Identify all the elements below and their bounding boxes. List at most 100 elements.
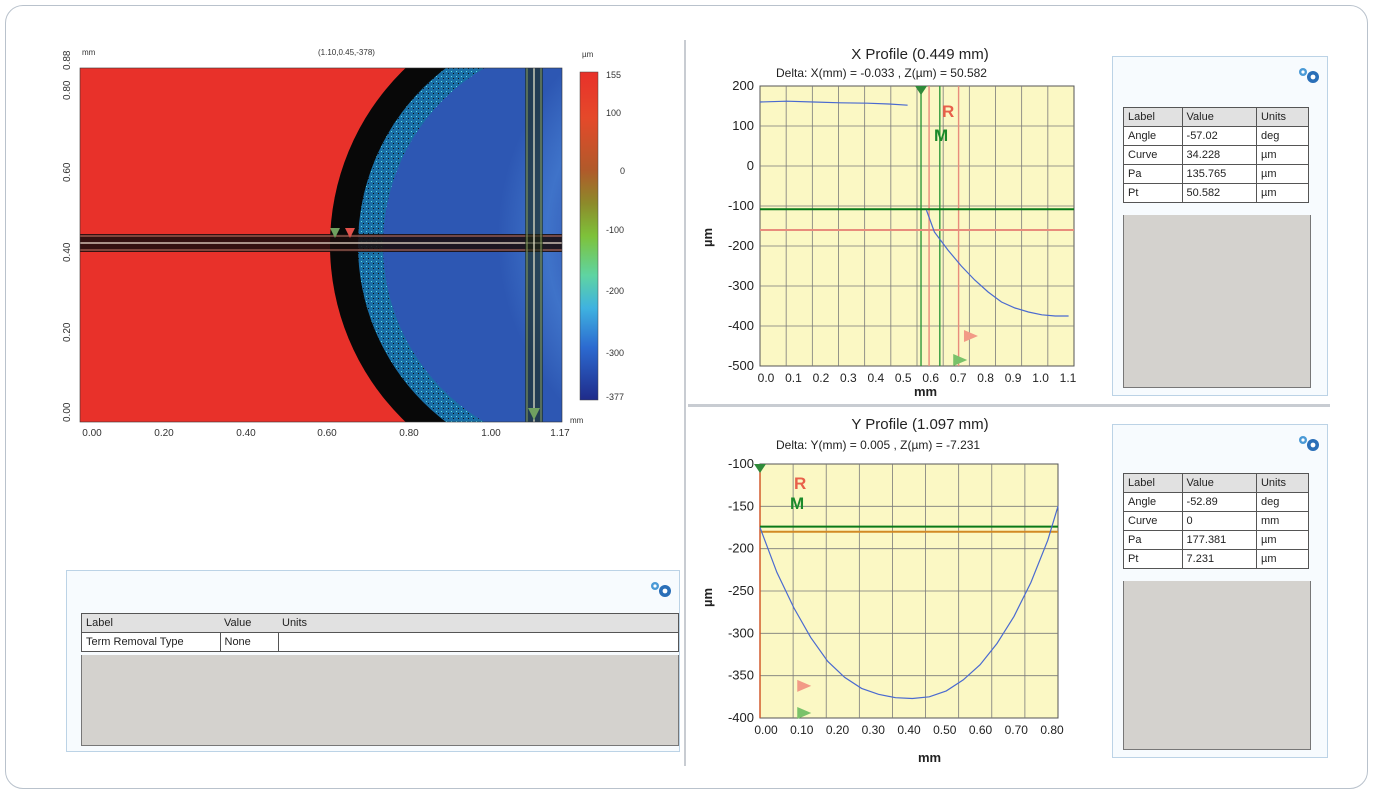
map-units-corner: mm [82, 48, 96, 57]
x-profile-xlabel: mm [914, 384, 938, 399]
header-label: Label [81, 613, 220, 633]
map-marker-bottom[interactable] [528, 408, 540, 420]
map-y-tick: 0.80 [62, 80, 73, 100]
y-tick-label: -250 [728, 583, 754, 598]
y-tick-label: -150 [728, 498, 754, 513]
cell-value: 50.582 [1181, 183, 1257, 203]
x-tick-label: 0.1 [785, 371, 802, 385]
map-marker-r[interactable] [345, 228, 355, 238]
table-row[interactable]: Pt 50.582 µm [1123, 183, 1310, 203]
y-triangle-marker-r [797, 679, 812, 692]
table-row[interactable]: Curve 34.228 µm [1123, 145, 1310, 165]
x-tick-label: 0.50 [933, 723, 957, 737]
header-value: Value [1181, 107, 1257, 127]
settings-gear-icon[interactable] [1295, 65, 1321, 85]
x-tick-label: 0.10 [790, 723, 814, 737]
y-tick-label: 200 [732, 78, 754, 93]
term-removal-table: Label Value Units Term Removal Type None [81, 613, 679, 652]
cell-label: Pt [1123, 183, 1183, 203]
y-table-empty-area [1123, 581, 1311, 750]
y-marker-m[interactable]: M [790, 494, 805, 513]
table-row[interactable]: Term Removal Type None [81, 632, 679, 652]
cell-label: Curve [1123, 145, 1183, 165]
cell-label: Angle [1123, 492, 1183, 512]
cell-units: µm [1255, 530, 1310, 550]
colorbar-tick: -200 [606, 286, 625, 296]
x-profile-plot[interactable]: 200 100 0 -100 -200 -300 -400 -500 0.0 0.1 0.2 0.3 0… [692, 70, 1112, 400]
settings-gear-icon[interactable] [647, 579, 673, 599]
colorbar-tick: -377 [606, 392, 625, 402]
x-marker-r[interactable]: R [942, 102, 955, 121]
header-units: Units [1255, 107, 1310, 127]
x-tick-label: 1.1 [1060, 371, 1077, 385]
map-marker-m[interactable] [330, 228, 340, 238]
colorbar-tick: -100 [606, 225, 625, 235]
vertical-splitter[interactable] [684, 40, 686, 766]
profile-series-line [925, 209, 1069, 317]
cell-label: Pa [1123, 164, 1183, 184]
map-border [79, 67, 563, 423]
map-x-tick: 1.00 [481, 428, 501, 439]
cell-units: µm [1255, 145, 1310, 165]
x-tick-label: 0.7 [950, 371, 967, 385]
table-row[interactable]: Angle -57.02 deg [1123, 126, 1310, 146]
map-x-tick: 0.40 [236, 428, 256, 439]
term-table-empty-area [81, 655, 679, 746]
profile-series-line [759, 506, 1059, 700]
y-marker-r[interactable]: R [794, 474, 807, 493]
y-tick-label: -400 [728, 710, 754, 725]
x-axis-unit: mm [570, 416, 584, 425]
cell-value: -57.02 [1181, 126, 1257, 146]
x-results-table: Label Value Units Angle -57.02 deg Curve 34… [1123, 107, 1310, 203]
table-row[interactable]: Pa 135.765 µm [1123, 164, 1310, 184]
cell-label: Pa [1123, 530, 1183, 550]
header-value: Value [1181, 473, 1257, 493]
map-x-tick: 0.60 [317, 428, 337, 439]
cell-units: µm [1255, 549, 1310, 569]
settings-gear-icon[interactable] [1295, 433, 1321, 453]
cell-units [277, 632, 679, 652]
y-tick-label: -400 [728, 318, 754, 333]
cell-value[interactable]: None [219, 632, 279, 652]
y-tick-label: -200 [728, 541, 754, 556]
header-label: Label [1123, 473, 1183, 493]
map-y-tick: 0.88 [62, 50, 73, 70]
horizontal-splitter[interactable] [688, 404, 1330, 407]
x-cursor-marker [915, 86, 928, 95]
y-profile-pane: Y Profile (1.097 mm) Delta: Y(mm) = 0.00… [692, 410, 1112, 766]
table-header-row: Label Value Units [1123, 107, 1310, 127]
x-tick-label: 0.40 [897, 723, 921, 737]
surface-map-pane: mm (1.10,0.45,-378) µm mm 155 100 0 -100… [40, 40, 680, 460]
x-tick-label: 0.4 [867, 371, 884, 385]
cell-value: 0 [1181, 511, 1257, 531]
y-tick-label: 0 [747, 158, 754, 173]
x-tick-label: 0.3 [840, 371, 857, 385]
surface-image [80, 68, 562, 422]
header-label: Label [1123, 107, 1183, 127]
map-y-tick: 0.60 [62, 162, 73, 182]
x-marker-m[interactable]: M [934, 126, 949, 145]
x-tick-label: 0.5 [895, 371, 912, 385]
x-tick-label: 0.0 [758, 371, 775, 385]
table-row[interactable]: Pt 7.231 µm [1123, 549, 1310, 569]
cell-units: deg [1255, 492, 1310, 512]
x-tick-label: 0.30 [862, 723, 886, 737]
y-tick-label: -100 [728, 198, 754, 213]
surface-map-svg[interactable] [40, 40, 680, 460]
y-tick-label: -300 [728, 278, 754, 293]
y-tick-label: -200 [728, 238, 754, 253]
map-y-tick: 0.20 [62, 322, 73, 342]
term-removal-panel: Label Value Units Term Removal Type None [66, 570, 680, 752]
table-row[interactable]: Pa 177.381 µm [1123, 530, 1310, 550]
table-row[interactable]: Curve 0 mm [1123, 511, 1310, 531]
cell-label: Curve [1123, 511, 1183, 531]
x-profile-ylabel: µm [700, 227, 716, 248]
x-profile-title: X Profile (0.449 mm) [851, 46, 989, 63]
table-header-row: Label Value Units [1123, 473, 1310, 493]
x-profile-delta: Delta: X(mm) = -0.033 , Z(µm) = 50.582 [776, 66, 987, 80]
x-profile-results-panel: Label Value Units Angle -57.02 deg Curve 34… [1112, 56, 1328, 396]
table-row[interactable]: Angle -52.89 deg [1123, 492, 1310, 512]
profile-series-line [759, 100, 908, 106]
cell-units: µm [1255, 183, 1310, 203]
